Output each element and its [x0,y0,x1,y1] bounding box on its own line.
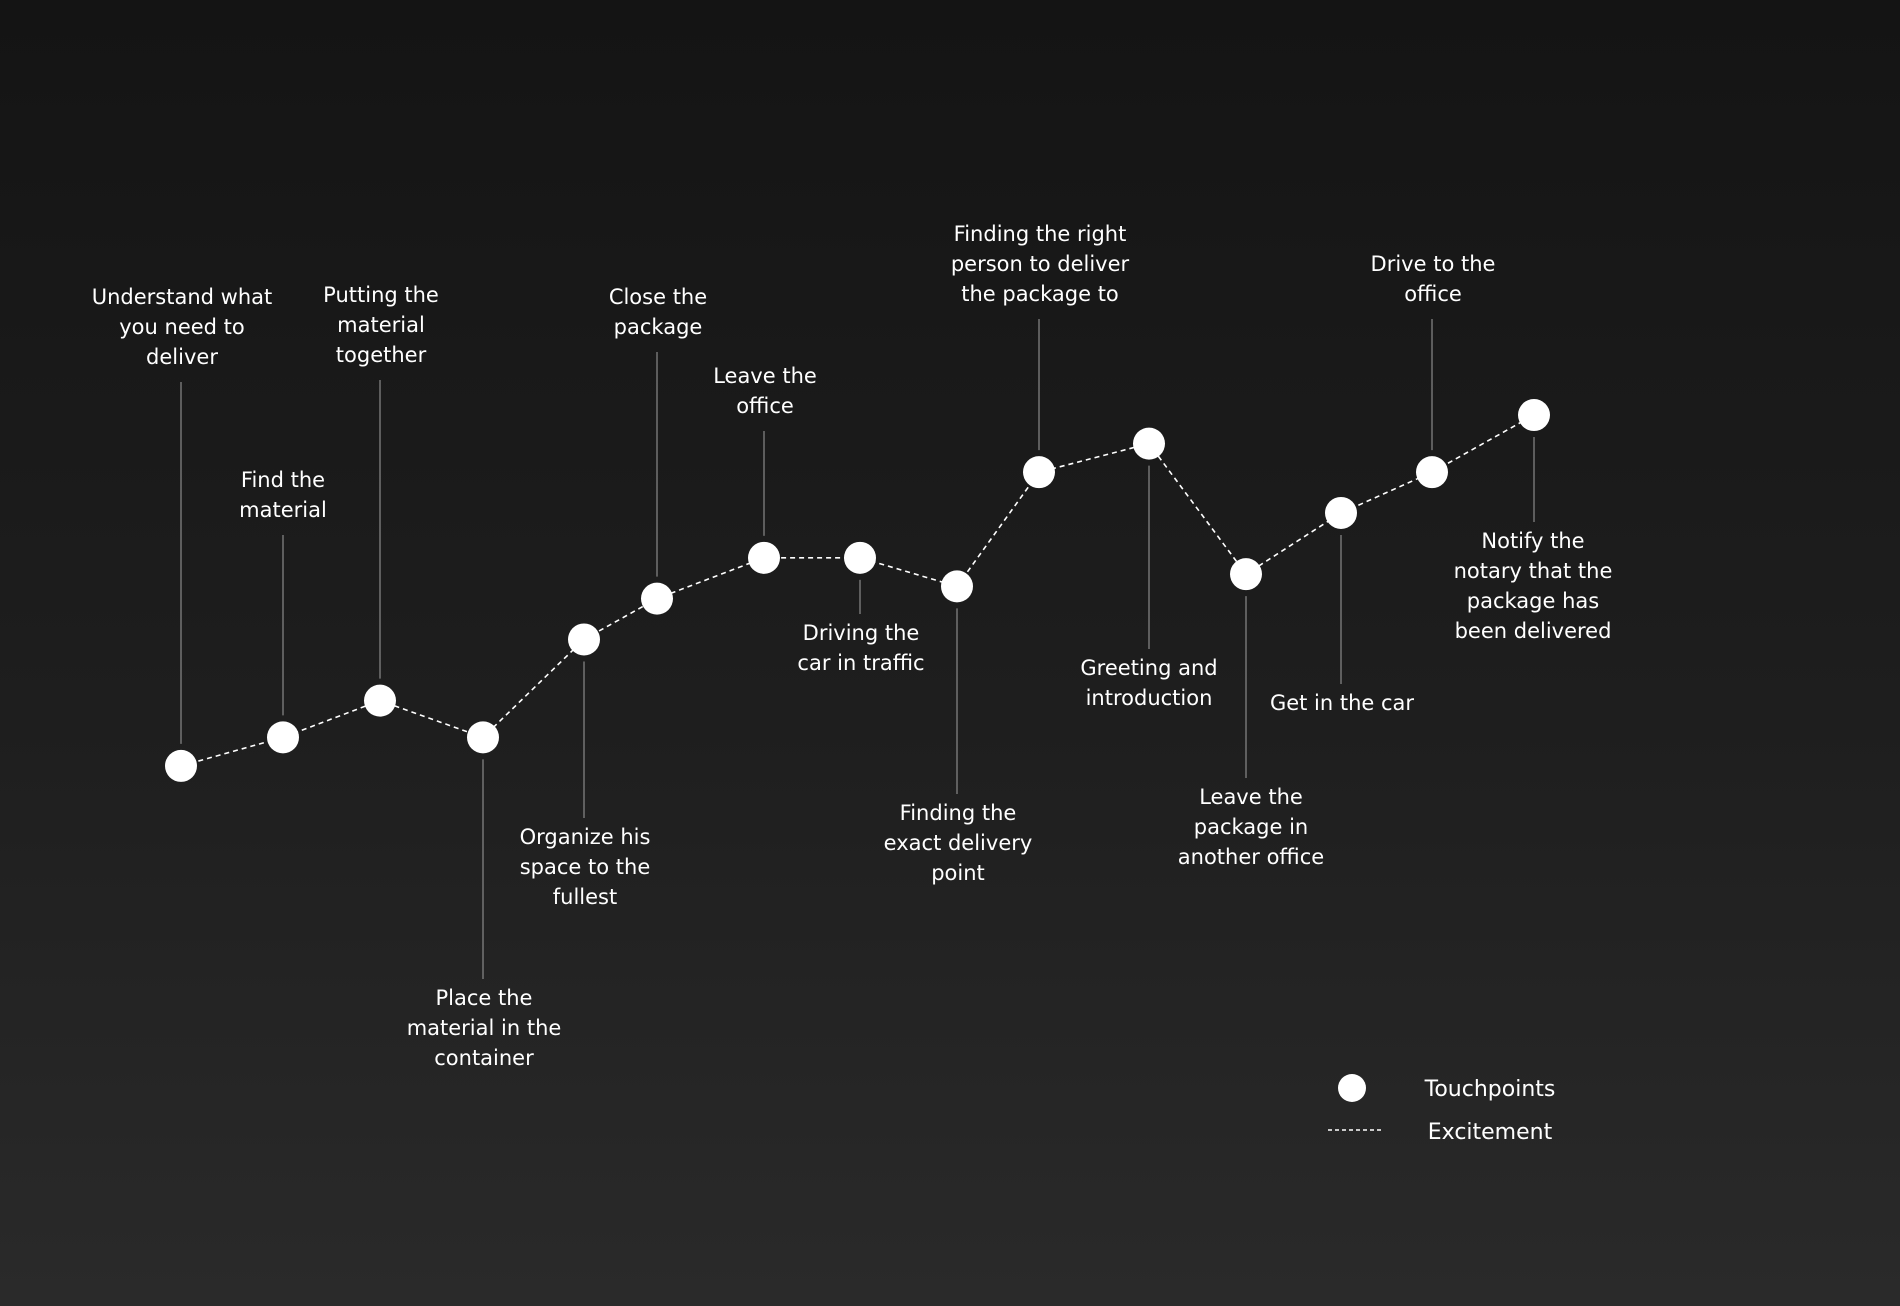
excitement-line [180,414,1535,767]
legend-label-excitement: Excitement [1428,1120,1553,1145]
touchpoint-marker-10 [1023,456,1055,489]
leader-lines [180,319,1535,979]
excitement-line-layer [180,414,1535,767]
touchpoint-label-10: Finding the right person to deliver the pa… [951,222,1130,306]
touchpoint-marker-7 [748,541,780,574]
touchpoint-label-3: Putting the material together [323,283,439,367]
touchpoint-labels: Understand what you need to deliver Find th… [92,222,1613,1070]
touchpoint-label-4: Place the material in the container [407,986,562,1070]
legend-touchpoint-icon [1338,1074,1366,1102]
touchpoint-label-11: Greeting and introduction [1080,656,1217,710]
touchpoint-marker-1 [165,749,197,782]
touchpoint-marker-11 [1133,427,1165,460]
touchpoint-marker-9 [941,570,973,603]
legend-label-touchpoints: Touchpoints [1424,1077,1556,1102]
touchpoint-label-14: Drive to the office [1371,252,1496,306]
touchpoint-label-13: Get in the car [1270,691,1414,715]
touchpoint-marker-8 [844,541,876,574]
touchpoint-marker-12 [1230,558,1262,591]
touchpoint-label-15: Notify the notary that the package has been… [1454,529,1613,643]
touchpoint-marker-2 [267,721,299,754]
touchpoint-marker-13 [1325,496,1357,529]
touchpoint-markers [165,399,1550,782]
touchpoint-label-8: Driving the car in traffic [797,621,924,675]
touchpoint-marker-3 [364,684,396,717]
touchpoint-marker-6 [641,582,673,615]
touchpoint-label-12: Leave the package in another office [1178,785,1324,869]
legend: Touchpoints Excitement [1328,1074,1555,1145]
touchpoint-marker-14 [1416,456,1448,489]
touchpoint-label-9: Finding the exact delivery point [884,801,1033,885]
touchpoint-marker-15 [1518,399,1550,432]
touchpoint-marker-4 [467,721,499,754]
touchpoint-label-2: Find the material [239,468,327,522]
touchpoint-marker-5 [568,623,600,656]
touchpoint-label-6: Close the package [609,285,707,339]
touchpoint-label-1: Understand what you need to deliver [92,285,273,369]
touchpoint-label-5: Organize his space to the fullest [520,825,651,909]
touchpoint-label-7: Leave the office [713,364,817,418]
